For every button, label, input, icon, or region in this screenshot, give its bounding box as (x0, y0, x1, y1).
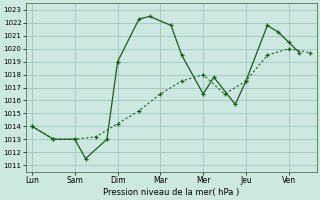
X-axis label: Pression niveau de la mer( hPa ): Pression niveau de la mer( hPa ) (103, 188, 239, 197)
